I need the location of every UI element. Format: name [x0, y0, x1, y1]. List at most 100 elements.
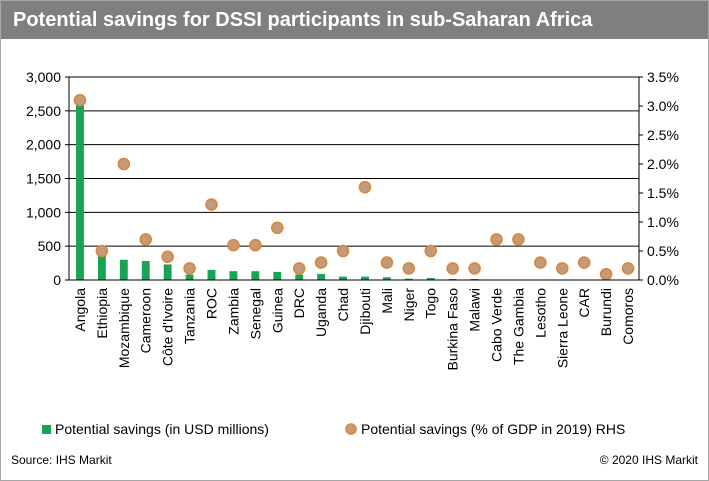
x-category-label: ROC: [204, 288, 220, 319]
legend-bar-label: Potential savings (in USD millions): [55, 421, 269, 437]
y-right-tick-label: 0.0%: [647, 272, 679, 288]
x-category-label: Djibouti: [357, 288, 373, 335]
bar: [448, 278, 457, 280]
dot-marker: [249, 238, 262, 252]
axes: [65, 76, 643, 281]
dot-marker: [380, 256, 394, 269]
x-category-label: Mali: [379, 288, 395, 314]
dot-marker: [292, 262, 306, 275]
y-left-tick-label: 0: [53, 272, 61, 288]
dot-marker: [336, 244, 350, 258]
x-category-label: Togo: [423, 288, 439, 319]
x-category-label: Niger: [401, 288, 417, 322]
dot-marker: [358, 180, 372, 194]
dot-marker: [490, 233, 503, 246]
x-category-label: Burundi: [598, 288, 614, 336]
source-note: Source: IHS Markit: [11, 453, 112, 467]
y-right-tick-label: 2.5%: [647, 127, 679, 143]
bar: [382, 277, 391, 280]
y-left-tick-label: 1,500: [26, 171, 61, 187]
dot-series: [73, 93, 635, 281]
y-left-tick-label: 3,000: [26, 69, 61, 85]
dot-marker: [621, 262, 635, 275]
tick-labels: 0 500 1,000 1,500 2,000 2,500 3,000 0.0% 0.5% 1.0…: [26, 69, 679, 370]
bar: [317, 273, 326, 280]
x-category-label: Ethiopia: [94, 288, 110, 339]
dot-marker: [534, 256, 547, 269]
x-category-label: CAR: [576, 288, 592, 318]
y-left-tick-label: 2,500: [26, 103, 61, 119]
bar: [404, 278, 413, 280]
x-category-label: Burkina Faso: [445, 288, 461, 371]
legend-dot-swatch: [345, 423, 357, 435]
bar: [470, 278, 479, 280]
dot-marker: [314, 256, 328, 269]
x-category-label: Côte d'Ivoire: [160, 288, 176, 366]
x-category-label: Mozambique: [116, 288, 132, 368]
bar: [251, 271, 260, 280]
dot-marker: [95, 244, 109, 258]
x-category-label: Cameroon: [138, 288, 154, 353]
bar: [163, 264, 172, 280]
dot-marker: [468, 262, 481, 275]
chart-svg: 0 500 1,000 1,500 2,000 2,500 3,000 0.0% 0.5% 1.0…: [26, 69, 679, 437]
dot-marker: [161, 250, 174, 264]
dot-marker: [599, 267, 613, 281]
y-right-tick-label: 2.0%: [647, 156, 679, 172]
x-category-label: Uganda: [313, 288, 329, 337]
y-left-tick-label: 500: [38, 238, 62, 254]
x-category-label: Lesotho: [532, 288, 548, 338]
dot-marker: [73, 93, 87, 107]
dot-marker: [205, 198, 218, 211]
x-category-label: Tanzania: [182, 288, 198, 344]
bar: [119, 259, 128, 280]
legend-bar-swatch: [42, 425, 51, 434]
y-right-tick-label: 3.5%: [647, 69, 679, 85]
y-left-tick-label: 1,000: [26, 204, 61, 220]
bar: [339, 276, 347, 280]
bar: [76, 104, 84, 280]
copyright-note: © 2020 IHS Markit: [599, 453, 698, 467]
bar: [295, 274, 304, 280]
bar: [273, 271, 282, 280]
bar: [97, 254, 106, 280]
x-category-label: Chad: [335, 288, 351, 321]
legend: Potential savings (in USD millions) Pote…: [42, 421, 625, 437]
dot-marker: [139, 233, 153, 246]
dot-marker: [555, 262, 569, 275]
dot-marker: [402, 262, 416, 275]
y-left-tick-label: 2,000: [26, 137, 61, 153]
x-category-label: Sierra Leone: [554, 288, 570, 368]
dot-marker: [227, 238, 240, 252]
y-right-tick-label: 0.5%: [647, 243, 679, 259]
bar: [207, 269, 216, 280]
bar: [141, 261, 150, 280]
legend-dot-label: Potential savings (% of GDP in 2019) RHS: [361, 421, 625, 437]
bar: [361, 276, 369, 280]
x-category-label: The Gambia: [510, 288, 526, 365]
x-category-label: Cabo Verde: [489, 288, 505, 362]
dot-marker: [183, 262, 196, 275]
dot-marker: [577, 256, 591, 269]
bar: [426, 277, 435, 280]
dot-marker: [446, 262, 459, 275]
x-category-label: Angola: [72, 288, 88, 332]
y-right-tick-label: 1.5%: [647, 185, 679, 201]
dot-marker: [117, 157, 131, 171]
chart-title: Potential savings for DSSI participants …: [1, 1, 708, 39]
x-category-label: Senegal: [247, 288, 263, 339]
x-category-label: Comoros: [620, 288, 636, 345]
bar: [185, 274, 194, 280]
dot-marker: [270, 221, 284, 235]
y-right-tick-label: 3.0%: [647, 98, 679, 114]
bar-series: [76, 104, 632, 280]
x-category-label: Guinea: [269, 288, 285, 333]
dot-marker: [424, 244, 438, 258]
y-right-tick-label: 1.0%: [647, 214, 679, 230]
x-category-label: Zambia: [225, 288, 241, 335]
x-category-label: DRC: [291, 288, 307, 318]
bar: [229, 271, 238, 280]
x-category-label: Malawi: [467, 288, 483, 332]
grid-lines: [69, 76, 639, 247]
